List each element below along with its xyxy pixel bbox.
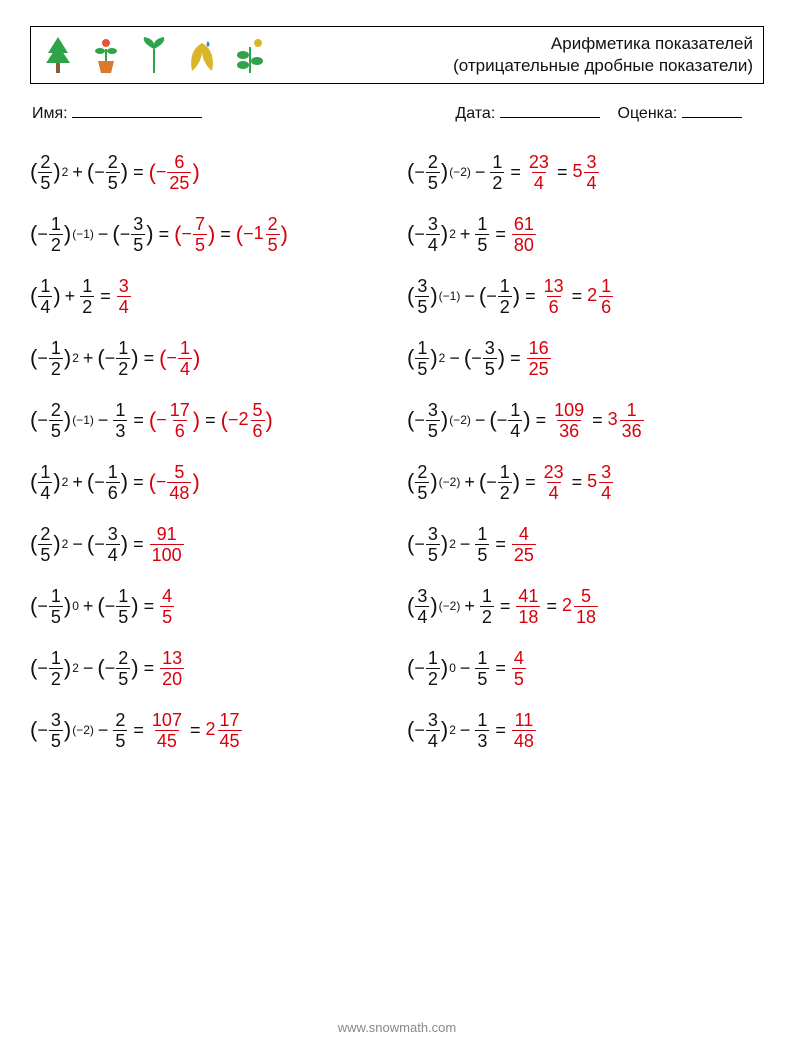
date-field: Дата: Оценка: bbox=[455, 102, 741, 123]
problems-area: (25)2+(−25)=(−625)(−12)(−1)−(−35)=(−75)=… bbox=[30, 145, 764, 765]
grade-blank bbox=[682, 102, 742, 118]
sprout-icon bbox=[137, 35, 171, 75]
problem-row: (−35)(−2)−25=10745=21745 bbox=[30, 703, 387, 765]
pot-plant-icon bbox=[89, 35, 123, 75]
problem-row: (25)(−2)+(−12)=234=534 bbox=[407, 455, 764, 517]
problem-row: (−35)2−15=425 bbox=[407, 517, 764, 579]
header-box: Арифметика показателей (отрицательные др… bbox=[30, 26, 764, 84]
right-column: (−25)(−2)−12=234=534(−34)2+15=6180(35)(−… bbox=[407, 145, 764, 765]
problem-row: (−12)2+(−12)=(−14) bbox=[30, 331, 387, 393]
left-column: (25)2+(−25)=(−625)(−12)(−1)−(−35)=(−75)=… bbox=[30, 145, 387, 765]
footer-url: www.snowmath.com bbox=[0, 1020, 794, 1035]
problem-row: (−25)(−2)−12=234=534 bbox=[407, 145, 764, 207]
date-blank bbox=[500, 102, 600, 118]
problem-row: (14)+12=34 bbox=[30, 269, 387, 331]
leaf-drop-icon bbox=[185, 35, 219, 75]
name-blank bbox=[72, 102, 202, 118]
problem-row: (−15)0+(−15)=45 bbox=[30, 579, 387, 641]
date-label: Дата: bbox=[455, 105, 495, 122]
header-icons bbox=[41, 35, 267, 75]
problem-row: (−12)0−15=45 bbox=[407, 641, 764, 703]
title-line2: (отрицательные дробные показатели) bbox=[453, 55, 753, 77]
problem-row: (−35)(−2)−(−14)=10936=3136 bbox=[407, 393, 764, 455]
worksheet-page: Арифметика показателей (отрицательные др… bbox=[0, 0, 794, 1053]
problem-row: (−34)2−13=1148 bbox=[407, 703, 764, 765]
problem-row: (15)2−(−35)=1625 bbox=[407, 331, 764, 393]
problem-row: (−25)(−1)−13=(−176)=(−256) bbox=[30, 393, 387, 455]
grade-label: Оценка: bbox=[618, 105, 678, 122]
problem-row: (−12)(−1)−(−35)=(−75)=(−125) bbox=[30, 207, 387, 269]
problem-row: (25)2+(−25)=(−625) bbox=[30, 145, 387, 207]
problem-row: (25)2−(−34)=91100 bbox=[30, 517, 387, 579]
title-line1: Арифметика показателей bbox=[453, 33, 753, 55]
problem-row: (−34)2+15=6180 bbox=[407, 207, 764, 269]
problem-row: (14)2+(−16)=(−548) bbox=[30, 455, 387, 517]
seedling-bug-icon bbox=[233, 35, 267, 75]
info-row: Имя: Дата: Оценка: bbox=[30, 102, 764, 123]
name-field: Имя: bbox=[32, 102, 455, 123]
problem-row: (34)(−2)+12=4118=2518 bbox=[407, 579, 764, 641]
name-label: Имя: bbox=[32, 105, 68, 122]
worksheet-title: Арифметика показателей (отрицательные др… bbox=[453, 33, 753, 77]
problem-row: (35)(−1)−(−12)=136=216 bbox=[407, 269, 764, 331]
problem-row: (−12)2−(−25)=1320 bbox=[30, 641, 387, 703]
tree-icon bbox=[41, 35, 75, 75]
